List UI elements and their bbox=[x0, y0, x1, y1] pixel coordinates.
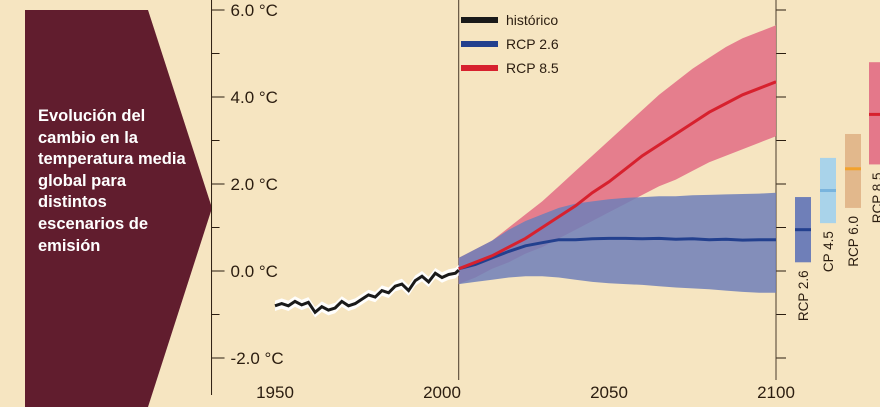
range-label-1: CP 4.5 bbox=[821, 231, 836, 272]
legend-swatch-0 bbox=[461, 17, 498, 23]
range-mean-0 bbox=[795, 228, 811, 232]
range-mean-1 bbox=[820, 189, 836, 193]
y-tick-label: 6.0 °C bbox=[231, 1, 278, 20]
y-tick-label: 0.0 °C bbox=[231, 262, 278, 281]
range-label-3: RCP 8.5 bbox=[870, 172, 880, 223]
line-historico bbox=[274, 269, 460, 315]
y-tick-label: 2.0 °C bbox=[231, 175, 278, 194]
line-rcp26 bbox=[458, 236, 776, 271]
range-bar-2 bbox=[845, 133, 861, 208]
range-mean-3 bbox=[869, 112, 880, 116]
range-label-0: RCP 2.6 bbox=[796, 270, 811, 321]
band-historico bbox=[275, 264, 459, 318]
legend-label-0: histórico bbox=[506, 12, 558, 28]
x-tick-label: 2000 bbox=[423, 383, 461, 402]
x-tick-label: 2050 bbox=[590, 383, 628, 402]
y-tick-label: 4.0 °C bbox=[231, 88, 278, 107]
y-tick-label: -2.0 °C bbox=[231, 349, 284, 368]
range-mean-2 bbox=[845, 167, 861, 171]
legend-label-2: RCP 8.5 bbox=[506, 60, 559, 76]
legend-swatch-1 bbox=[461, 41, 498, 47]
title-panel-shape bbox=[25, 10, 212, 407]
panel-title: Evolución del cambio en la temperatura m… bbox=[38, 107, 186, 255]
x-tick-label: 2100 bbox=[757, 383, 795, 402]
band-rcp26 bbox=[458, 192, 776, 293]
range-label-2: RCP 6.0 bbox=[846, 216, 861, 267]
legend-swatch-2 bbox=[461, 65, 498, 71]
x-tick-label: 1950 bbox=[256, 383, 294, 402]
line-rcp85 bbox=[458, 80, 777, 271]
legend-label-1: RCP 2.6 bbox=[506, 36, 559, 52]
